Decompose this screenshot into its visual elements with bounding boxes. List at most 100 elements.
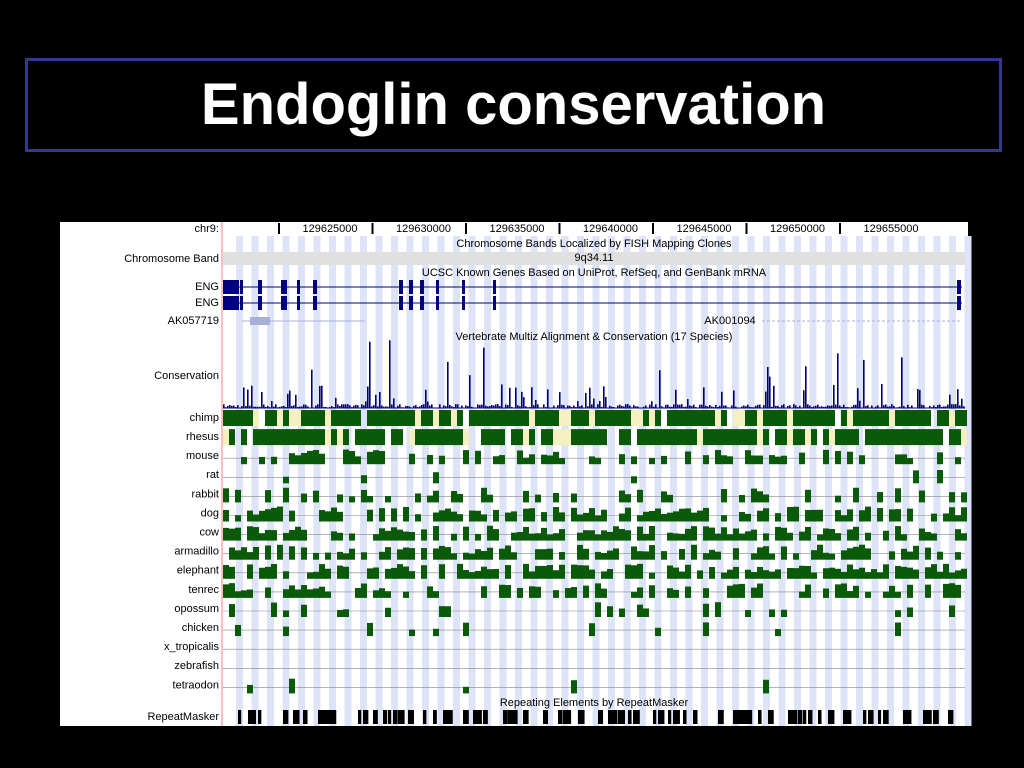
align-block xyxy=(493,456,499,465)
cons-bar xyxy=(467,406,469,408)
align-block xyxy=(289,678,295,694)
align-block xyxy=(751,455,757,465)
align-block xyxy=(229,604,235,617)
repeat xyxy=(543,710,549,724)
align-block xyxy=(433,591,439,598)
align-block xyxy=(283,571,289,579)
cons-bar xyxy=(659,370,661,408)
align-block xyxy=(517,450,523,465)
align-block xyxy=(583,548,589,560)
align-block xyxy=(787,429,793,446)
align-block xyxy=(649,585,655,598)
align-block xyxy=(763,533,769,541)
align-block xyxy=(793,568,799,579)
align-block xyxy=(541,565,547,579)
repeat xyxy=(513,710,518,724)
align-block xyxy=(313,490,319,503)
cons-bar xyxy=(827,405,829,408)
cons-bar xyxy=(367,386,369,408)
repeat xyxy=(693,710,698,724)
cons-bar xyxy=(737,407,739,408)
exon xyxy=(420,280,424,294)
align-block xyxy=(721,572,727,579)
align-block xyxy=(505,410,511,426)
cons-bar xyxy=(891,404,893,408)
align-block xyxy=(247,684,253,694)
cons-bar xyxy=(391,404,393,408)
cons-bar xyxy=(951,404,953,408)
align-block xyxy=(775,456,781,465)
align-block xyxy=(427,586,433,598)
repeat xyxy=(598,710,604,724)
align-block xyxy=(667,410,673,426)
align-block xyxy=(637,587,643,598)
align-block xyxy=(859,567,865,579)
cons-bar xyxy=(347,404,349,408)
cons-bar xyxy=(497,404,499,408)
stripe xyxy=(406,236,414,726)
cons-bar xyxy=(499,406,501,408)
align-block xyxy=(325,568,331,579)
exon xyxy=(313,296,317,310)
species-label: mouse xyxy=(186,450,219,462)
align-block xyxy=(889,585,895,598)
align-block xyxy=(301,410,307,426)
align-block xyxy=(733,548,739,560)
align-block xyxy=(229,583,235,598)
align-block xyxy=(397,529,403,541)
cons-bar xyxy=(947,404,949,408)
align-block xyxy=(709,549,715,560)
align-block xyxy=(319,453,325,465)
cons-bar xyxy=(597,404,599,408)
stripe xyxy=(639,236,646,726)
cons-bar xyxy=(493,405,495,408)
species-label: elephant xyxy=(177,565,219,577)
cons-bar xyxy=(519,406,521,408)
align-block xyxy=(589,623,595,637)
align-block xyxy=(709,527,715,541)
align-block xyxy=(775,526,781,541)
align-block xyxy=(481,514,487,522)
align-block xyxy=(835,510,841,522)
cons-bar xyxy=(295,394,297,408)
align-block xyxy=(571,564,577,579)
align-block xyxy=(655,410,661,426)
cons-bar xyxy=(757,404,759,408)
cons-bar xyxy=(743,405,745,408)
cons-bar xyxy=(813,406,815,408)
align-block xyxy=(955,515,961,522)
repeat xyxy=(798,710,803,724)
align-block xyxy=(553,410,559,426)
ruler-tick xyxy=(465,223,467,234)
align-block xyxy=(547,455,553,465)
repeat xyxy=(733,710,740,724)
align-block xyxy=(853,429,859,446)
align-block xyxy=(331,429,337,446)
align-block xyxy=(685,429,691,446)
align-block xyxy=(523,457,529,465)
align-block xyxy=(595,410,601,426)
stripe xyxy=(949,236,956,726)
align-block xyxy=(577,532,583,541)
align-block xyxy=(595,429,601,446)
align-block xyxy=(511,552,517,560)
align-block xyxy=(325,552,331,560)
align-block xyxy=(427,429,433,446)
align-block xyxy=(265,545,271,560)
species-label: x_tropicalis xyxy=(164,641,220,653)
align-block xyxy=(631,476,637,484)
align-block xyxy=(679,429,685,446)
align-block xyxy=(811,572,817,579)
align-block xyxy=(559,410,565,426)
align-block xyxy=(883,591,889,598)
cons-bar xyxy=(807,404,809,408)
align-block xyxy=(493,569,499,579)
align-block xyxy=(241,410,247,426)
align-block xyxy=(745,569,751,579)
align-block xyxy=(499,410,505,426)
cons-bar xyxy=(429,405,431,408)
align-block xyxy=(463,552,469,560)
align-block xyxy=(547,534,553,541)
align-block xyxy=(343,410,349,426)
